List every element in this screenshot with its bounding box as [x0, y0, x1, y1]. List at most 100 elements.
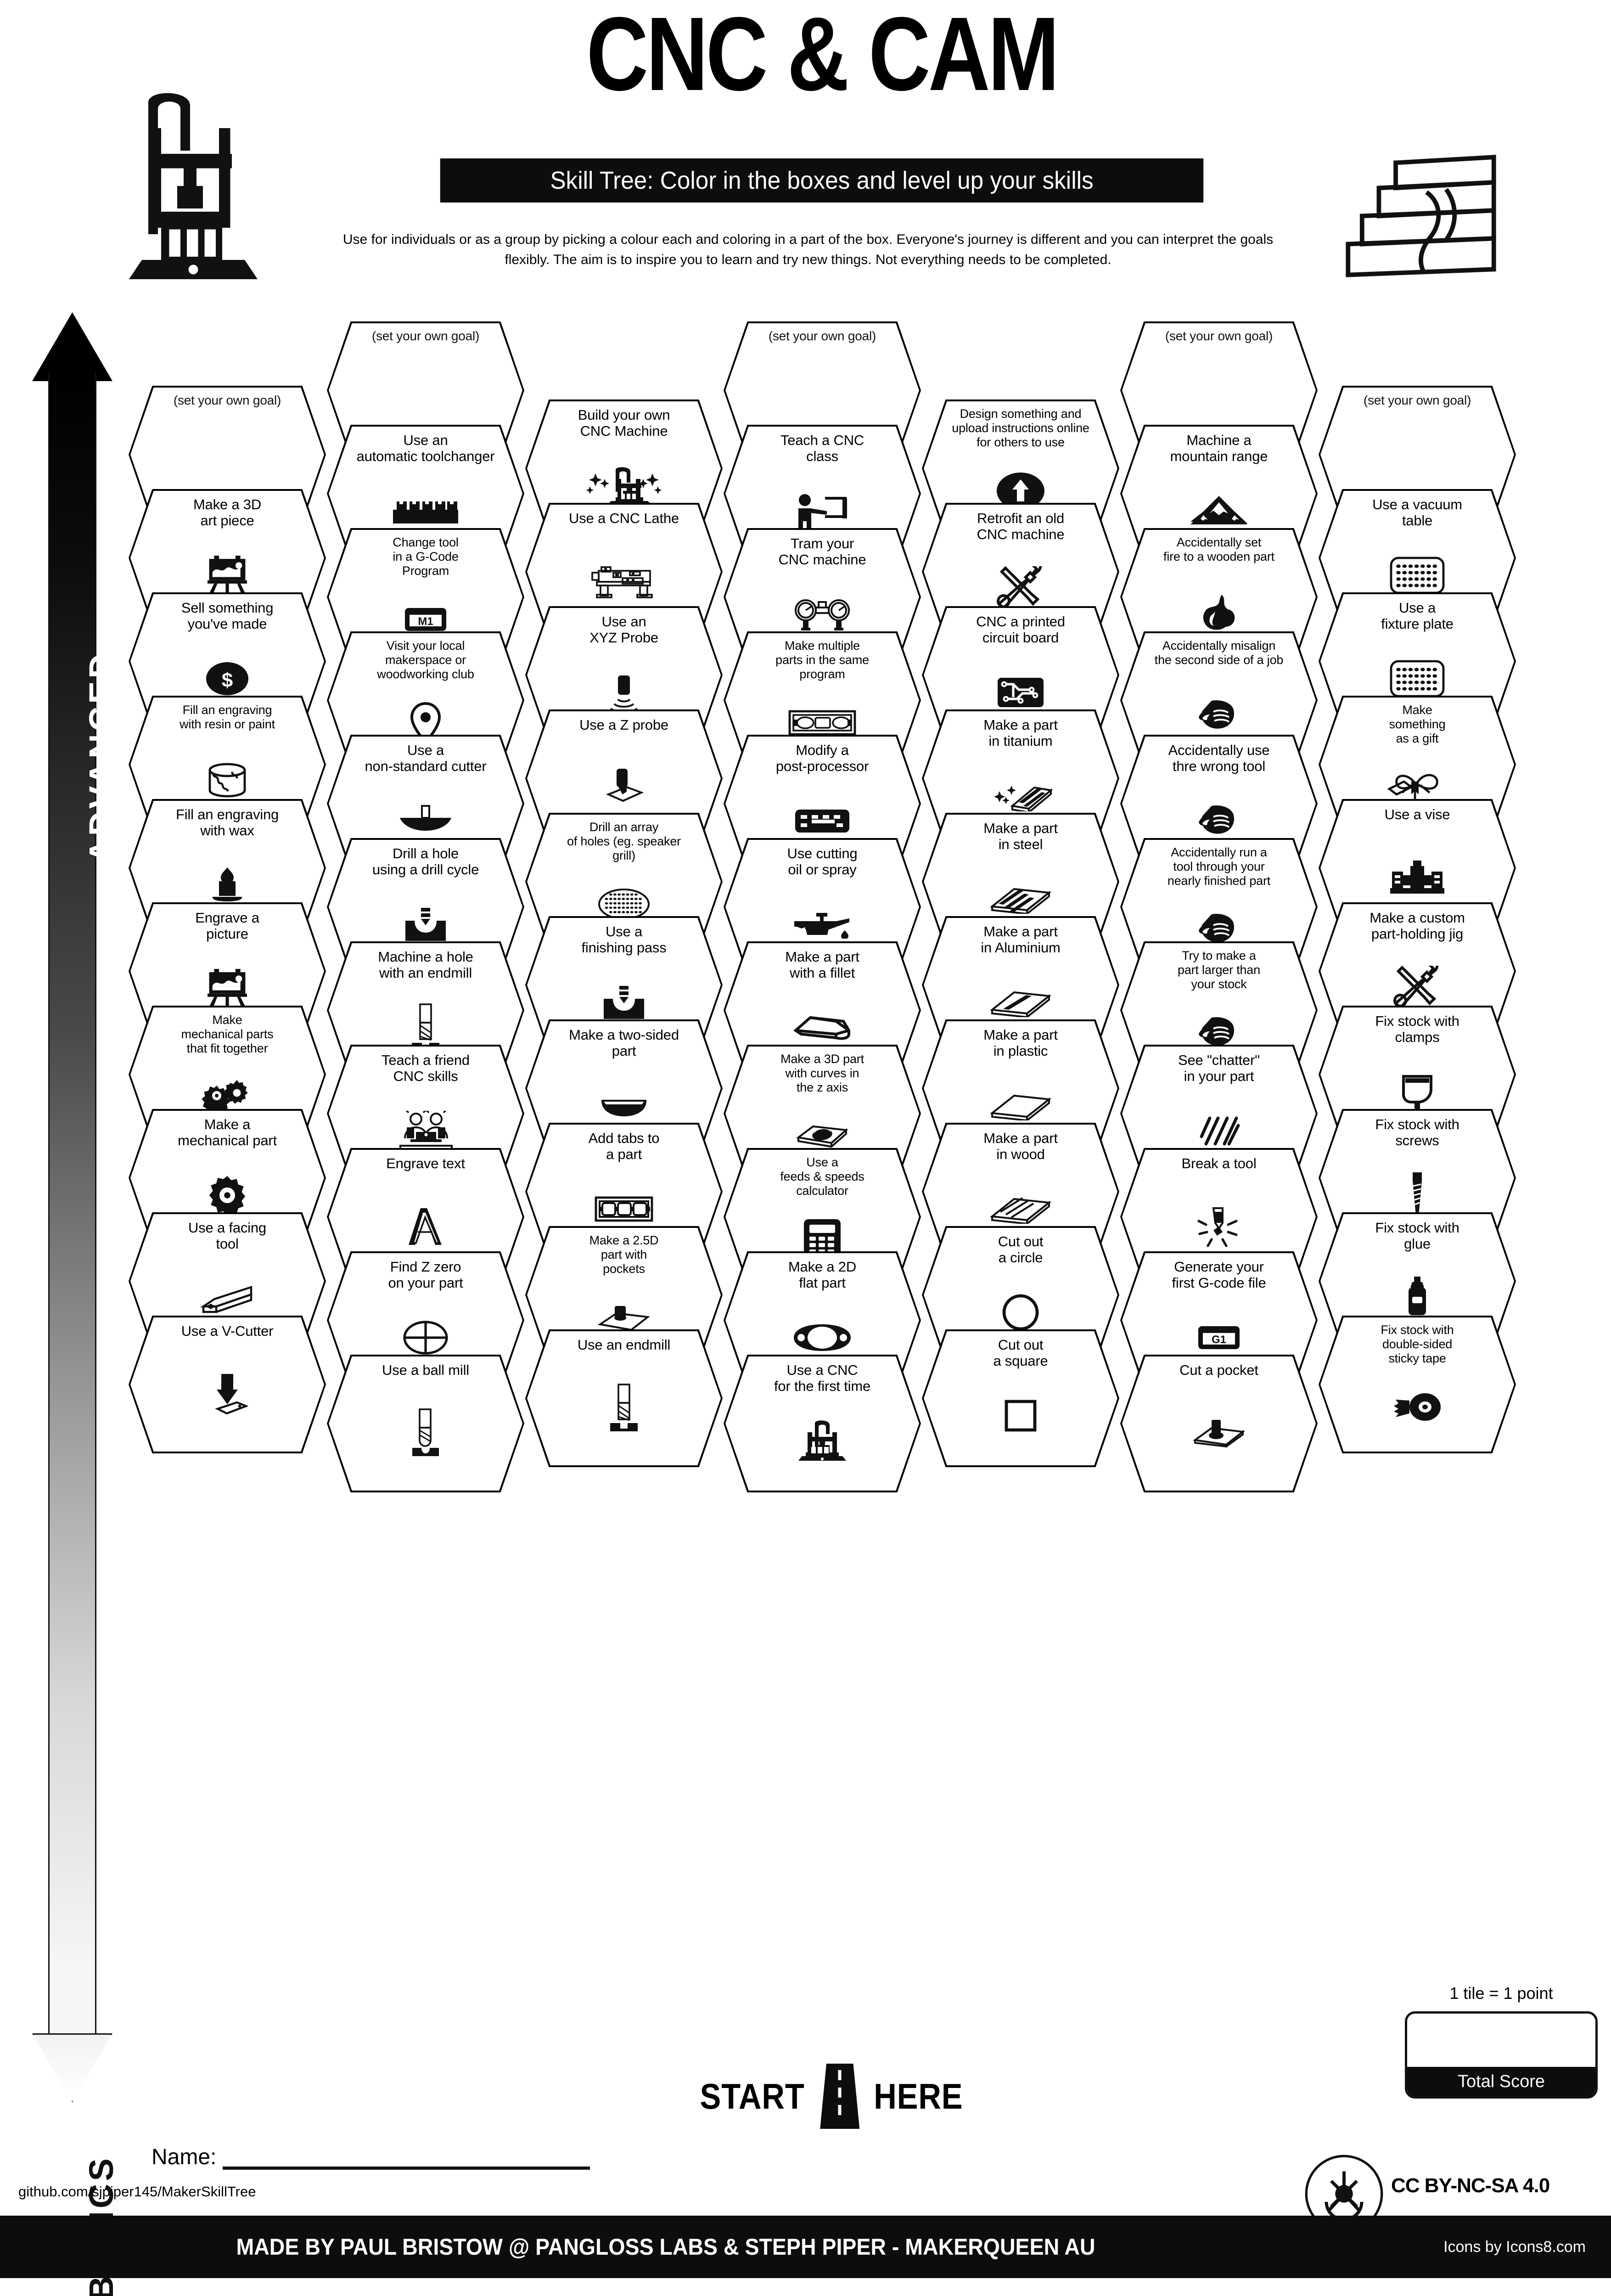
skill-tile-body[interactable]: Use a CNC for the first time [725, 1356, 919, 1491]
skill-tile-body[interactable]: Cut a pocket [1122, 1356, 1316, 1491]
skill-tile[interactable]: Modify a post-processor [724, 735, 921, 872]
skill-tile-body[interactable]: Fix stock with double-sided sticky tape [1320, 1317, 1514, 1452]
teacher-icon [739, 465, 905, 561]
skill-tile-label: Build your own CNC Machine [578, 407, 670, 439]
flame-icon [1136, 564, 1302, 664]
github-link[interactable]: github.com/sjpiper145/MakerSkillTree [18, 2183, 256, 2200]
skill-tile-label: Use an XYZ Probe [589, 613, 658, 646]
gift-bow-icon [1334, 745, 1500, 832]
flat-gasket-icon [739, 1291, 905, 1387]
start-here-marker: START HERE [661, 2062, 1001, 2131]
skill-tile-label: Use a non-standard cutter [365, 742, 487, 775]
skill-tile-label: Fill an engraving with wax [175, 806, 279, 839]
crosshair-circle-icon [342, 1291, 509, 1387]
skill-tile-label: Use an endmill [577, 1337, 671, 1353]
skill-tile-label: Make mechanical parts that fit together [181, 1013, 274, 1055]
skill-tile-label: Use a vacuum table [1372, 496, 1462, 529]
tile-point-legend: 1 tile = 1 point [1449, 1984, 1553, 2003]
g1-code-icon: G1 [1136, 1291, 1302, 1387]
skill-tile[interactable]: Use an endmill [525, 1329, 723, 1467]
skill-tile-label: Machine a hole with an endmill [378, 949, 473, 981]
ball-mill-icon [342, 1378, 509, 1491]
credits-text: MADE BY PAUL BRISTOW @ PANGLOSS LABS & S… [236, 2234, 1095, 2260]
skill-tile-label: Fix stock with screws [1375, 1116, 1459, 1149]
upload-circle-icon [937, 449, 1104, 535]
paint-can-icon [144, 732, 310, 832]
skill-tile[interactable]: Cut out a square [922, 1329, 1119, 1467]
fillet-block-icon [739, 981, 905, 1077]
skill-tile-body[interactable]: Use a ball mill [329, 1356, 522, 1491]
skill-tile-label: Make a part in wood [983, 1130, 1058, 1163]
gear-icon [144, 1149, 310, 1245]
skill-tile-label: Accidentally set fire to a wooden part [1163, 535, 1274, 563]
speaker-grill-icon [541, 862, 707, 949]
skill-tile-label: Make a 2D flat part [788, 1259, 857, 1291]
pocket-cut-icon [1136, 1378, 1302, 1491]
total-score-box[interactable]: Total Score [1405, 2011, 1598, 2099]
skill-tile-label: Use a feeds & speeds calculator [780, 1155, 864, 1198]
skill-tile-label: Sell something you've made [181, 600, 274, 632]
skill-tile-label: Generate your first G-code file [1172, 1259, 1266, 1291]
skill-tile-label: Make a part in titanium [983, 717, 1058, 749]
skill-tile-label: Accidentally use thre wrong tool [1168, 742, 1270, 775]
skill-tile-label: Drill a hole using a drill cycle [372, 845, 479, 878]
skill-tile[interactable]: Use a V-Cutter [129, 1316, 326, 1453]
mountains-icon [1136, 465, 1302, 561]
skill-tile-label: Cut out a square [993, 1337, 1048, 1369]
oil-can-icon [739, 878, 905, 974]
dot-grid-plate-icon [1334, 632, 1500, 728]
skill-tile-label: Drill an array of holes (eg. speaker grill… [567, 820, 681, 862]
skill-tile[interactable]: Use a ball mill [327, 1355, 524, 1492]
chatter-lines-icon [1136, 1085, 1302, 1181]
skill-tile-label: Fill an engraving with resin or paint [180, 703, 275, 731]
dot-grid-plate-icon [1334, 529, 1500, 625]
skill-tile-label: Accidentally run a tool through your nearl… [1167, 845, 1271, 888]
square-outline-icon [937, 1369, 1104, 1465]
here-label: HERE [874, 2076, 963, 2116]
skill-tile-label: Use a V-Cutter [181, 1323, 274, 1339]
chamfer-cutter-icon [342, 775, 509, 871]
skill-tile-body[interactable]: Cut out a square [924, 1331, 1117, 1465]
skill-tile[interactable]: Cut a pocket [1120, 1355, 1318, 1492]
easel-icon [144, 942, 310, 1038]
multi-parts-icon [739, 681, 905, 767]
skill-tile-label: Design something and upload instructions … [952, 407, 1089, 449]
name-field-row[interactable]: Name: [152, 2138, 657, 2170]
skill-tile-body[interactable]: Use an endmill [527, 1331, 721, 1465]
dial-indicators-icon [739, 568, 905, 664]
start-label: START [700, 2076, 805, 2116]
skill-tile-label: Make a custom part-holding jig [1370, 910, 1465, 942]
curved-pocket-icon [739, 1094, 905, 1181]
skill-tile[interactable]: Use a CNC for the first time [724, 1355, 921, 1492]
drill-cycle-icon [541, 956, 707, 1052]
lathe-icon [541, 526, 707, 639]
skill-tile-label: Make a 3D art piece [193, 496, 262, 529]
skill-tile-label: Make a 2.5D part with pockets [589, 1233, 659, 1276]
svg-text:$: $ [222, 669, 233, 692]
skill-tile-label: Visit your local makerspace or woodworking… [377, 639, 474, 681]
wood-plank-icon [937, 1163, 1104, 1259]
name-input-line[interactable] [223, 2164, 590, 2170]
skill-tile-label: Fix stock with double-sided sticky tape [1381, 1323, 1454, 1365]
screw-icon [1334, 1149, 1500, 1245]
skill-tile-label: Change tool in a G-Code Program [393, 535, 459, 578]
bowl-icon [541, 1059, 707, 1155]
skill-tile-label: Use a facing tool [188, 1220, 266, 1252]
skill-tile-label: Fix stock with glue [1375, 1220, 1459, 1252]
license-text: CC BY-NC-SA 4.0 [1391, 2174, 1550, 2197]
v-cutter-icon [144, 1339, 310, 1452]
road-icon [820, 2064, 860, 2129]
punch-card-icon [739, 775, 905, 871]
skill-tile-label: Use a CNC Lathe [569, 510, 679, 526]
candle-icon [144, 839, 310, 935]
skill-tile-label: Make a part in Aluminium [981, 923, 1061, 956]
skill-tile-label: Make something as a gift [1389, 703, 1446, 745]
skill-tile-label: Make a part with a fillet [785, 949, 859, 981]
skill-tile-body[interactable]: Use a V-Cutter [130, 1317, 324, 1452]
skill-tile-label: Make multiple parts in the same program [775, 639, 869, 681]
skill-tile[interactable]: Fix stock with double-sided sticky tape [1319, 1316, 1516, 1453]
svg-text:M1: M1 [418, 615, 433, 628]
skill-tile-label: Make a 3D part with curves in the z axis [780, 1052, 864, 1094]
skill-tile-label: (set your own goal) [371, 329, 480, 343]
